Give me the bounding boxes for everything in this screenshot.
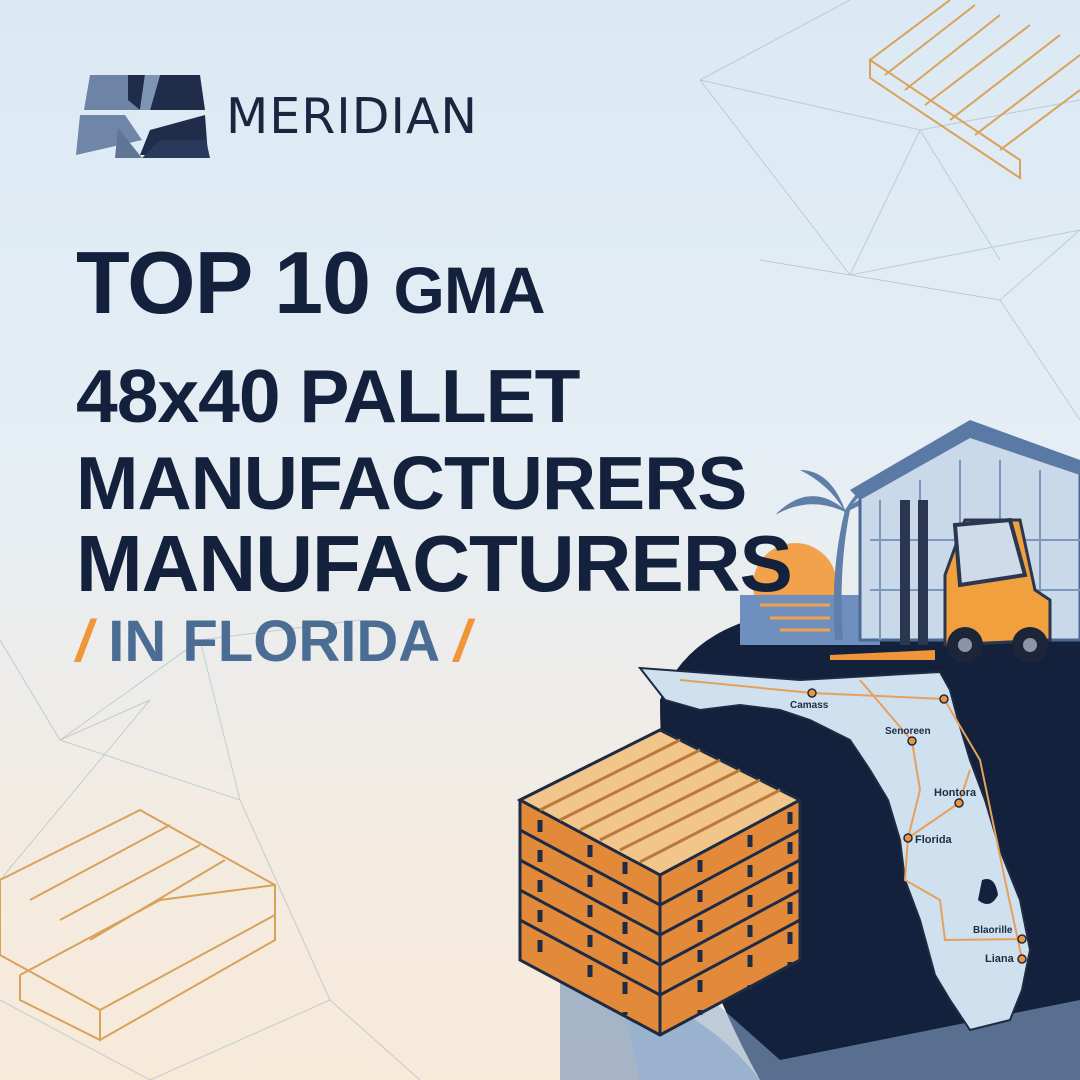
map-label-liana: Liana [985,953,1015,965]
forklift-icon [830,500,1052,663]
map-roads [679,679,1023,960]
lake-okeechobee [978,879,998,904]
headline-top10: TOP 10 [76,233,371,332]
outline-pallet-top-right [869,0,1080,180]
headline-line-3: MANUFACTURERS [76,441,747,525]
slash-left: / [76,609,93,674]
map-label-hontora: Hontora [934,787,977,799]
outline-pallet-bottom-left [0,808,276,1042]
map-label-camass: Camass [790,700,829,711]
map-city-dots [807,688,1027,964]
ground-light [600,900,1080,1080]
brand-name: MERIDIAN [226,88,479,145]
meridian-logo-icon [74,75,210,158]
headline-in-florida: IN FLORIDA [108,609,438,674]
map-label-blaorille: Blaorille [973,925,1013,936]
headline-line-2: 48x40 PALLET [76,354,580,438]
map-label-senoreen: Senoreen [885,726,931,737]
slash-right: / [454,609,471,674]
sun-reflection [760,603,830,632]
headline-line-1: TOP 10 GMA [76,232,545,334]
headline-line-5: / IN FLORIDA / [76,608,470,675]
map-label-florida: Florida [915,834,953,846]
florida-map [637,666,1032,1032]
headline-line-4: MANUFACTURERS [76,519,793,608]
pallet-stack [516,728,804,1037]
sea [740,595,880,645]
headline-gma: GMA [393,253,546,327]
